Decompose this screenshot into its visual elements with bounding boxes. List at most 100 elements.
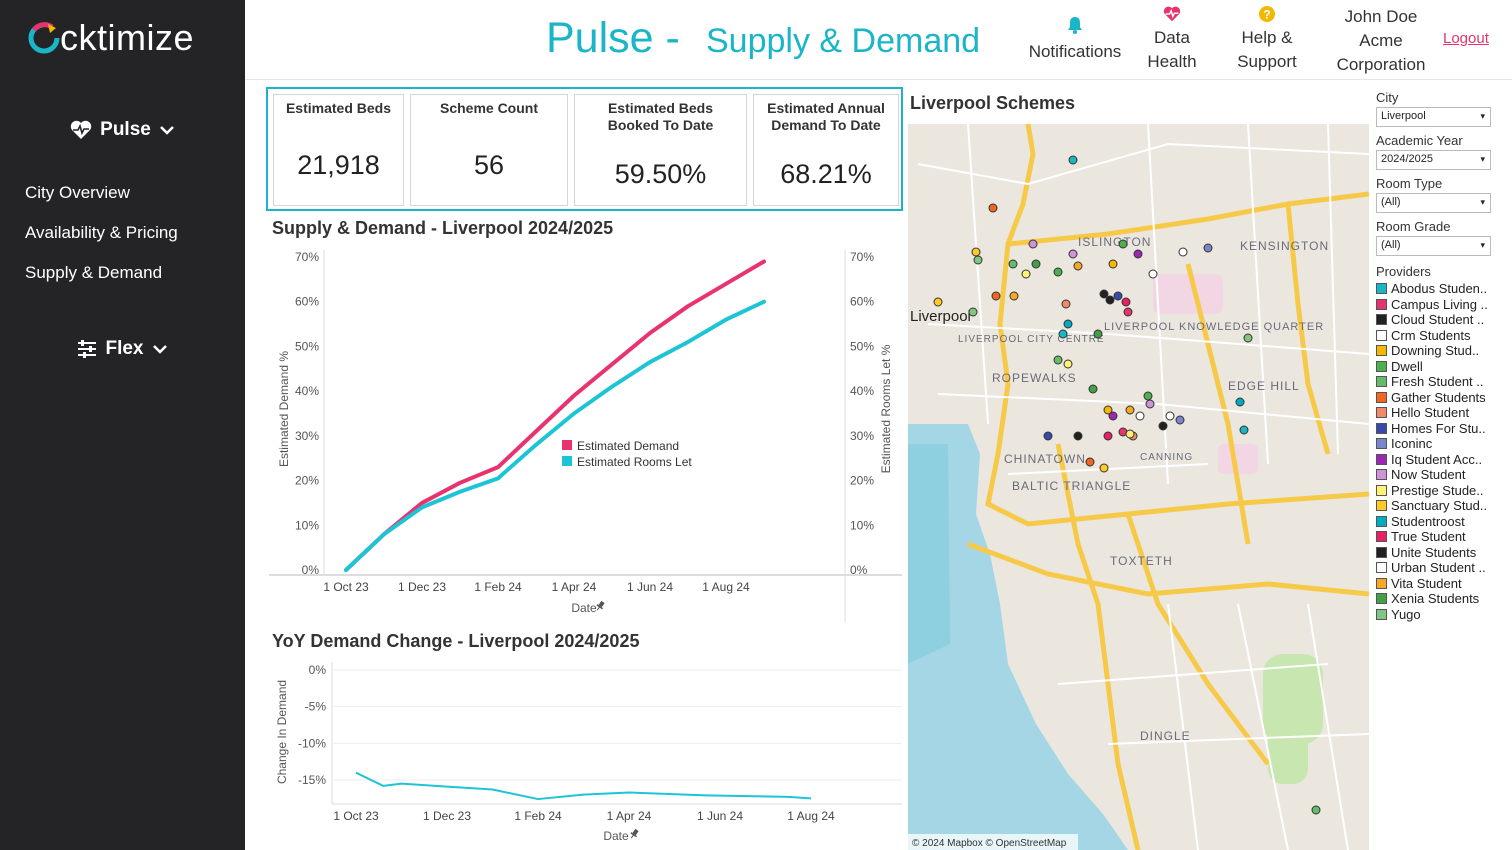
scheme-marker	[1053, 267, 1063, 277]
academic-year-select[interactable]: 2024/2025 ▾	[1376, 150, 1491, 170]
provider-legend-item[interactable]: Homes For Stu..	[1376, 421, 1506, 437]
help-support-button[interactable]: ? Help & Support	[1230, 6, 1304, 74]
scheme-marker	[1165, 411, 1175, 421]
sidebar-item-city-overview[interactable]: City Overview	[25, 183, 130, 202]
provider-legend-item[interactable]: Prestige Stude..	[1376, 483, 1506, 499]
scheme-marker	[1103, 431, 1113, 441]
provider-legend-item[interactable]: Sanctuary Stud..	[1376, 498, 1506, 514]
provider-swatch	[1376, 314, 1387, 326]
provider-legend-item[interactable]: Dwell	[1376, 359, 1506, 375]
nav-section-flex[interactable]: Flex	[0, 338, 245, 360]
series-line-0	[355, 771, 812, 801]
provider-swatch	[1376, 484, 1387, 496]
supply-demand-chart[interactable]: 0% 10% 20% 30% 40% 50% 60% 70% 0% 10% 20% 30% 40% 50…	[266, 244, 906, 622]
provider-legend-item[interactable]: Vita Student	[1376, 576, 1506, 592]
y-tick-label: 40%	[295, 384, 319, 398]
bell-icon	[1068, 17, 1082, 34]
provider-swatch	[1376, 329, 1387, 341]
map-label: CANNING	[1140, 452, 1193, 463]
scheme-marker	[1125, 429, 1135, 439]
data-health-button[interactable]: Data Health	[1142, 6, 1202, 74]
sidebar-item-availability-pricing[interactable]: Availability & Pricing	[25, 223, 178, 242]
map-label: CHINATOWN	[1004, 452, 1086, 466]
help-label: Help &	[1241, 28, 1293, 47]
notifications-button[interactable]: Notifications	[1022, 14, 1128, 64]
date-axis-title: Date	[571, 600, 605, 615]
scheme-marker	[1108, 411, 1118, 421]
room-grade-select[interactable]: (All) ▾	[1376, 236, 1491, 256]
help-icon: ?	[1259, 6, 1275, 22]
provider-legend-item[interactable]: Iq Student Acc..	[1376, 452, 1506, 468]
provider-legend-item[interactable]: Iconinc	[1376, 436, 1506, 452]
provider-swatch	[1376, 515, 1387, 527]
y2-tick-label: 70%	[850, 250, 874, 264]
y2-tick-label: 10%	[850, 518, 874, 532]
city-select[interactable]: Liverpool ▾	[1376, 107, 1491, 127]
map-canvas[interactable]: Liverpool ISLINGTON KENSINGTON ROPEWALKS…	[908, 124, 1369, 850]
scheme-marker	[1148, 269, 1158, 279]
scheme-marker	[991, 291, 1001, 301]
provider-swatch	[1376, 422, 1387, 434]
provider-legend-item[interactable]: Crm Students	[1376, 328, 1506, 344]
x-axis-label: Date	[571, 601, 597, 615]
provider-legend-item[interactable]: Hello Student	[1376, 405, 1506, 421]
kpi-panel: Estimated Beds 21,918 Scheme Count 56 Es…	[266, 87, 903, 211]
scheme-marker	[1031, 259, 1041, 269]
provider-legend-item[interactable]: Yugo	[1376, 607, 1506, 623]
provider-legend-item[interactable]: Xenia Students	[1376, 591, 1506, 607]
scheme-marker	[1009, 291, 1019, 301]
provider-legend-item[interactable]: Cloud Student ..	[1376, 312, 1506, 328]
provider-legend-item[interactable]: Studentroost	[1376, 514, 1506, 530]
provider-legend-item[interactable]: Unite Students	[1376, 545, 1506, 561]
kpi-value: 21,918	[297, 150, 380, 180]
scheme-marker	[1118, 239, 1128, 249]
y-tick-label: 0%	[302, 563, 320, 577]
sidebar-item-supply-demand[interactable]: Supply & Demand	[25, 263, 163, 282]
provider-swatch	[1376, 608, 1387, 620]
provider-legend-item[interactable]: Abodus Studen..	[1376, 281, 1506, 297]
logout-link[interactable]: Logout	[1443, 30, 1489, 47]
scheme-marker	[1073, 261, 1083, 271]
university-area	[1153, 274, 1223, 314]
chart-legend: Estimated Demand Estimated Rooms Let	[562, 439, 692, 469]
help-label: Support	[1237, 52, 1297, 71]
provider-swatch	[1376, 562, 1387, 574]
app-logo[interactable]: cktimize	[26, 16, 194, 60]
scheme-marker	[1105, 295, 1115, 305]
kpi-label: Estimated Beds	[285, 100, 392, 116]
room-type-select[interactable]: (All) ▾	[1376, 193, 1491, 213]
nav-section-pulse[interactable]: Pulse	[0, 119, 245, 141]
y-tick-label: 70%	[295, 250, 319, 264]
provider-legend-item[interactable]: Now Student	[1376, 467, 1506, 483]
y2-tick-label: 40%	[850, 384, 874, 398]
series-line-1	[344, 299, 766, 572]
y-tick-label: 50%	[295, 339, 319, 353]
provider-legend-item[interactable]: Fresh Student ..	[1376, 374, 1506, 390]
top-header	[245, 0, 1512, 80]
provider-legend-item[interactable]: Urban Student ..	[1376, 560, 1506, 576]
scheme-marker	[1085, 457, 1095, 467]
map-title: Liverpool Schemes	[910, 93, 1076, 113]
series-line-0	[344, 259, 766, 572]
room-grade-filter-label: Room Grade	[1376, 219, 1451, 234]
provider-label: Iq Student Acc..	[1391, 451, 1483, 467]
yoy-demand-chart[interactable]: 0% -5% -10% -15% 1 Oct 23 1 Dec 23 1 Feb 24 1 …	[266, 656, 906, 848]
provider-legend-item[interactable]: Campus Living ..	[1376, 297, 1506, 313]
date-axis-title: Date	[603, 828, 639, 843]
provider-legend-item[interactable]: True Student	[1376, 529, 1506, 545]
map-attribution: © 2024 Mapbox © OpenStreetMap	[912, 838, 1067, 849]
org-name: Acme	[1359, 31, 1403, 50]
svg-text:?: ?	[1263, 8, 1270, 22]
provider-swatch	[1376, 500, 1387, 512]
provider-legend-item[interactable]: Gather Students	[1376, 390, 1506, 406]
map-label: ROPEWALKS	[992, 371, 1077, 385]
dropdown-caret-icon: ▾	[1480, 197, 1485, 207]
providers-label: Providers	[1376, 264, 1431, 279]
provider-legend-item[interactable]: Downing Stud..	[1376, 343, 1506, 359]
org-name: Corporation	[1336, 55, 1426, 74]
map-label: DINGLE	[1140, 729, 1191, 743]
provider-swatch	[1376, 438, 1387, 450]
schemes-map[interactable]: Liverpool ISLINGTON KENSINGTON ROPEWALKS…	[908, 124, 1369, 850]
scheme-marker	[1093, 329, 1103, 339]
notifications-label: Notifications	[1028, 42, 1122, 61]
